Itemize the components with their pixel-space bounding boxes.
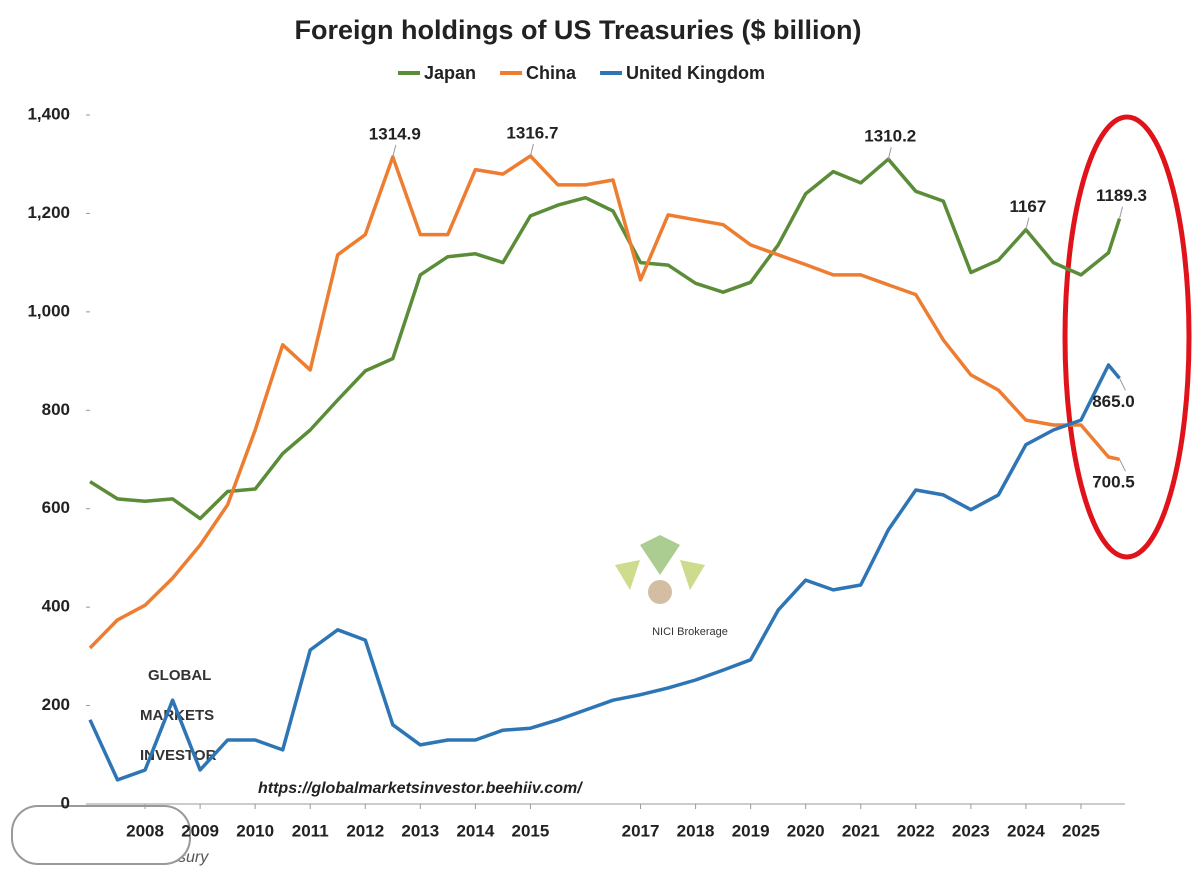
chart-title: Foreign holdings of US Treasuries ($ bil… bbox=[294, 15, 861, 45]
x-tick-label: 2019 bbox=[732, 821, 770, 840]
annotation-leader bbox=[887, 147, 892, 160]
series-line bbox=[88, 154, 1120, 650]
annotation-leader bbox=[529, 143, 534, 157]
annotation-leader bbox=[392, 144, 397, 158]
y-tick-label: 200 bbox=[42, 695, 70, 714]
watermark: GLOBAL bbox=[148, 667, 211, 684]
x-tick-label: 2020 bbox=[787, 821, 825, 840]
watermark: NICI Brokerage bbox=[652, 626, 728, 638]
y-tick-label: 1,200 bbox=[27, 203, 70, 222]
value-label: 700.5 bbox=[1092, 473, 1135, 492]
x-tick-label: 2024 bbox=[1007, 821, 1045, 840]
x-tick-label: 2021 bbox=[842, 821, 880, 840]
value-label: 1189.3 bbox=[1096, 186, 1147, 205]
x-tick-label: 2010 bbox=[236, 821, 274, 840]
y-tick-label: 400 bbox=[42, 597, 70, 616]
value-label: 865.0 bbox=[1092, 392, 1135, 411]
brand-badge bbox=[11, 805, 191, 865]
logo bbox=[615, 535, 705, 604]
x-tick-label: 2025 bbox=[1062, 821, 1100, 840]
source-url: https://globalmarketsinvestor.beehiiv.co… bbox=[258, 780, 583, 797]
x-tick-label: 2012 bbox=[346, 821, 384, 840]
highlight-ellipse bbox=[1062, 114, 1192, 560]
legend-label: Japan bbox=[424, 63, 476, 83]
x-tick-label: 2009 bbox=[181, 821, 219, 840]
x-tick-label: 2023 bbox=[952, 821, 990, 840]
x-tick-label: 2011 bbox=[292, 821, 329, 840]
x-tick-label: 2008 bbox=[126, 821, 164, 840]
value-label: 1314.9 bbox=[369, 124, 421, 143]
x-tick-label: 2022 bbox=[897, 821, 935, 840]
annotation-leader bbox=[1119, 378, 1126, 391]
legend-label: China bbox=[526, 63, 577, 83]
series-line bbox=[88, 363, 1121, 782]
y-tick-label: 1,000 bbox=[27, 301, 70, 320]
y-tick-label: 1,400 bbox=[27, 104, 70, 123]
annotation-leader bbox=[1119, 206, 1123, 219]
value-label: 1167 bbox=[1009, 197, 1046, 216]
y-tick-label: 600 bbox=[42, 498, 70, 517]
value-label: 1310.2 bbox=[864, 127, 916, 146]
x-tick-label: 2014 bbox=[456, 821, 494, 840]
y-tick-label: 800 bbox=[42, 400, 70, 419]
x-tick-label: 2018 bbox=[677, 821, 715, 840]
value-label: 1316.7 bbox=[506, 123, 558, 142]
series-line bbox=[89, 157, 1122, 521]
annotation-leader bbox=[1025, 217, 1030, 230]
annotation-leader bbox=[1119, 459, 1126, 472]
legend-label: United Kingdom bbox=[626, 63, 765, 83]
x-tick-label: 2015 bbox=[512, 821, 550, 840]
x-tick-label: 2017 bbox=[622, 821, 660, 840]
x-tick-label: 2013 bbox=[401, 821, 439, 840]
y-tick-label: 0 bbox=[61, 793, 70, 812]
